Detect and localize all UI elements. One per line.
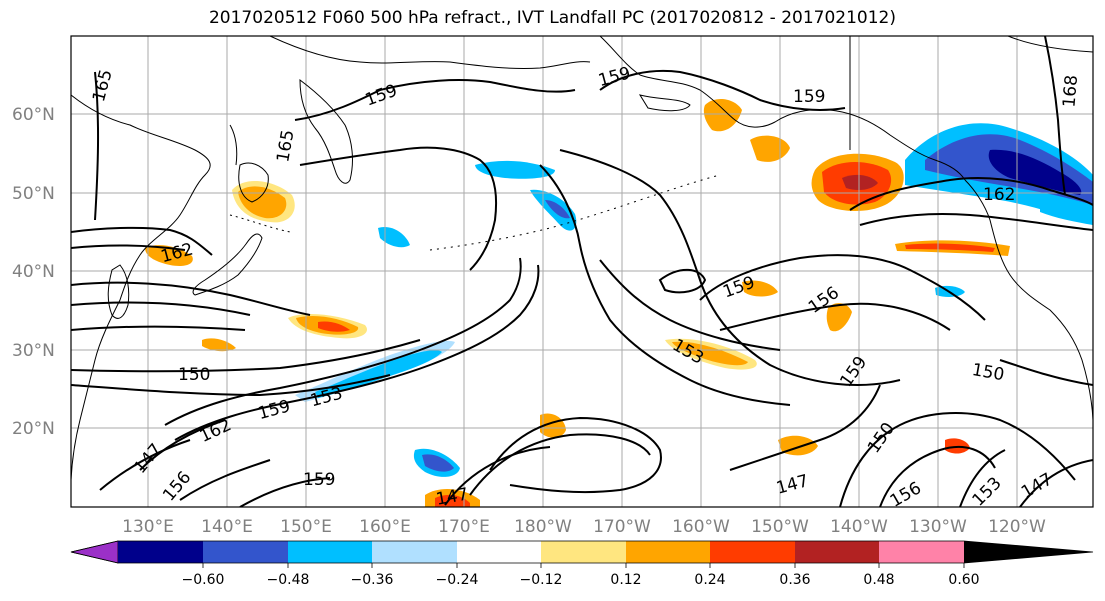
colorbar-segment	[457, 541, 541, 563]
longitude-label: 160°E	[359, 517, 411, 537]
positive-anomaly-region	[435, 494, 470, 507]
colorbar-segment	[710, 541, 795, 563]
colorbar-tick-label: −0.48	[267, 572, 310, 588]
latitude-label: 50°N	[12, 184, 55, 204]
negative-anomaly-region	[475, 160, 555, 179]
latitude-label: 60°N	[12, 105, 55, 125]
colorbar-segment	[964, 541, 1093, 563]
latitude-axis: 60°N 50°N 40°N 30°N 20°N	[12, 105, 55, 439]
contour-label: 159	[793, 87, 825, 107]
colorbar-tick-label: −0.36	[351, 572, 394, 588]
positive-anomaly-region	[672, 341, 748, 366]
longitude-label: 130°E	[122, 517, 174, 537]
colorbar-tick-label: 0.36	[779, 572, 810, 588]
latitude-label: 20°N	[12, 419, 55, 439]
positive-anomaly-region	[742, 280, 778, 297]
negative-anomaly-region	[315, 350, 442, 398]
colorbar-segment	[118, 541, 203, 563]
longitude-label: 160°W	[672, 517, 730, 537]
longitude-label: 140°E	[201, 517, 253, 537]
contour-label: 168	[1059, 74, 1082, 108]
negative-anomaly-region	[422, 454, 454, 472]
longitude-label: 180°W	[514, 517, 572, 537]
colorbar: −0.60 −0.48 −0.36 −0.24 −0.12 0.12 0.24 …	[70, 540, 1094, 588]
latitude-label: 30°N	[12, 341, 55, 361]
negative-anomaly-region	[545, 200, 570, 219]
colorbar-segment	[541, 541, 626, 563]
positive-anomaly-region	[318, 321, 350, 332]
longitude-axis: 130°E 140°E 150°E 160°E 170°E 180°W 170°…	[122, 517, 1046, 537]
colorbar-segment	[203, 541, 288, 563]
longitude-label: 120°W	[988, 517, 1046, 537]
positive-anomaly-region	[826, 303, 852, 332]
colorbar-segment	[70, 540, 119, 564]
colorbar-segment	[879, 541, 964, 563]
colorbar-tick-label: 0.12	[610, 572, 641, 588]
colorbar-tick-label: 0.60	[948, 572, 979, 588]
contour-label: 150	[178, 365, 210, 385]
longitude-label: 150°E	[280, 517, 332, 537]
negative-anomaly-region	[378, 226, 410, 248]
positive-anomaly-region	[703, 98, 742, 132]
longitude-label: 150°W	[751, 517, 809, 537]
colorbar-tick-label: −0.60	[182, 572, 225, 588]
negative-anomaly-region	[1040, 199, 1093, 225]
longitude-label: 170°E	[438, 517, 490, 537]
positive-anomaly-region	[540, 413, 566, 438]
contour-lines	[71, 36, 1093, 507]
contour-label: 159	[303, 470, 335, 490]
colorbar-segment	[288, 541, 372, 563]
colorbar-segment	[372, 541, 457, 563]
longitude-label: 140°W	[830, 517, 888, 537]
positive-anomaly-region	[238, 186, 287, 219]
colorbar-segment	[626, 541, 710, 563]
positive-anomaly-region	[842, 174, 878, 191]
colorbar-tick-label: 0.48	[863, 572, 894, 588]
map-title: 2017020512 F060 500 hPa refract., IVT La…	[208, 8, 896, 28]
latitude-label: 40°N	[12, 262, 55, 282]
anomaly-shading	[145, 98, 1093, 507]
colorbar-tick-label: −0.24	[436, 572, 479, 588]
positive-anomaly-region	[905, 243, 995, 252]
longitude-label: 170°W	[593, 517, 651, 537]
negative-anomaly-region	[988, 149, 1082, 195]
contour-label: 147	[435, 484, 470, 509]
colorbar-tick-label: 0.24	[694, 572, 725, 588]
longitude-label: 130°W	[909, 517, 967, 537]
colorbar-tick-label: −0.12	[520, 572, 563, 588]
contour-label: 162	[983, 185, 1015, 205]
colorbar-segment	[795, 541, 879, 563]
map-frame	[70, 35, 1094, 508]
